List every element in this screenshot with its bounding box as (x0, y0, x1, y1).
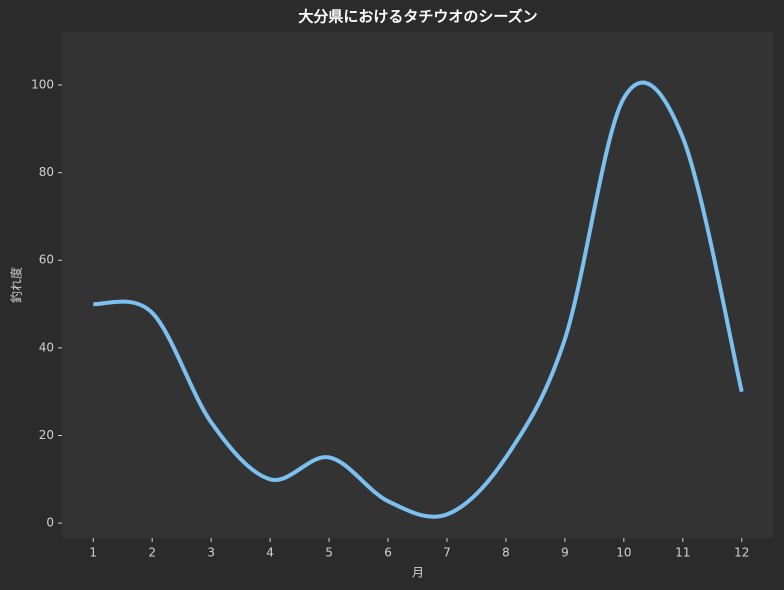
y-tick-label: 80 (39, 165, 54, 179)
x-tick-label: 8 (502, 546, 510, 560)
x-tick-label: 2 (148, 546, 156, 560)
x-tick-label: 7 (443, 546, 451, 560)
x-tick-label: 10 (616, 546, 631, 560)
y-tick-label: 0 (46, 516, 54, 530)
y-tick-label: 60 (39, 253, 54, 267)
x-tick-label: 12 (734, 546, 749, 560)
y-tick-label: 40 (39, 340, 54, 354)
x-tick-label: 9 (561, 546, 569, 560)
y-tick-label: 20 (39, 428, 54, 442)
x-tick-label: 11 (675, 546, 690, 560)
x-tick-label: 1 (89, 546, 97, 560)
x-tick-label: 5 (325, 546, 333, 560)
x-tick-label: 4 (266, 546, 274, 560)
x-tick-label: 6 (384, 546, 392, 560)
x-axis-label: 月 (412, 566, 424, 580)
line (92, 80, 744, 519)
x-tick-label: 3 (207, 546, 215, 560)
plot-area (62, 32, 773, 538)
y-tick-label: 100 (31, 78, 54, 92)
y-axis-label: 釣れ度 (9, 267, 24, 303)
chart-title: 大分県におけるタチウオのシーズン (298, 8, 537, 26)
